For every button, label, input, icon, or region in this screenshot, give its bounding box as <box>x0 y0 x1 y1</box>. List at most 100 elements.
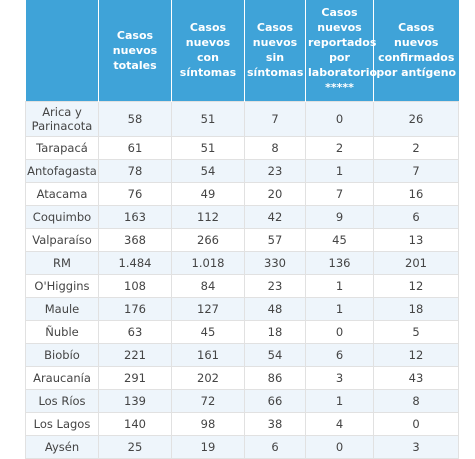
value-cell: 0 <box>305 100 374 137</box>
region-cell: Los Lagos <box>25 411 99 436</box>
region-cell: Ñuble <box>25 319 99 344</box>
value-cell: 1.018 <box>171 250 245 275</box>
value-cell: 12 <box>373 342 459 367</box>
header-lab-reported: Casos nuevos reportados por laboratorio … <box>305 0 377 101</box>
value-cell: 18 <box>244 319 306 344</box>
value-cell: 0 <box>305 434 374 459</box>
header-region <box>25 0 99 101</box>
value-cell: 54 <box>244 342 306 367</box>
table-row: Valparaíso 368 266 57 45 13 <box>25 227 459 252</box>
table-row: Ñuble 63 45 18 0 5 <box>25 319 459 344</box>
region-cell: Los Ríos <box>25 388 99 413</box>
region-cell: Valparaíso <box>25 227 99 252</box>
value-cell: 6 <box>373 204 459 229</box>
value-cell: 221 <box>98 342 172 367</box>
region-cell: Atacama <box>25 181 99 206</box>
value-cell: 51 <box>171 100 245 137</box>
region-cell: Maule <box>25 296 99 321</box>
value-cell: 1.484 <box>98 250 172 275</box>
value-cell: 13 <box>373 227 459 252</box>
value-cell: 368 <box>98 227 172 252</box>
value-cell: 163 <box>98 204 172 229</box>
header-symptomatic: Casos nuevos con síntomas <box>171 0 245 101</box>
value-cell: 20 <box>244 181 306 206</box>
value-cell: 19 <box>171 434 245 459</box>
value-cell: 0 <box>305 319 374 344</box>
value-cell: 12 <box>373 273 459 298</box>
region-cell: O'Higgins <box>25 273 99 298</box>
region-cell: Coquimbo <box>25 204 99 229</box>
value-cell: 23 <box>244 158 306 183</box>
value-cell: 45 <box>171 319 245 344</box>
region-cell: Araucanía <box>25 365 99 390</box>
value-cell: 18 <box>373 296 459 321</box>
value-cell: 86 <box>244 365 306 390</box>
region-cell: Biobío <box>25 342 99 367</box>
value-cell: 139 <box>98 388 172 413</box>
value-cell: 108 <box>98 273 172 298</box>
table-row: Los Ríos 139 72 66 1 8 <box>25 388 459 413</box>
value-cell: 140 <box>98 411 172 436</box>
table-row: O'Higgins 108 84 23 1 12 <box>25 273 459 298</box>
header-asymptomatic: Casos nuevos sin síntomas <box>244 0 306 101</box>
value-cell: 6 <box>244 434 306 459</box>
value-cell: 266 <box>171 227 245 252</box>
cases-table: Casos nuevos totales Casos nuevos con sí… <box>25 0 459 459</box>
value-cell: 66 <box>244 388 306 413</box>
value-cell: 57 <box>244 227 306 252</box>
table-row: Arica y Parinacota 58 51 7 0 26 <box>25 100 459 137</box>
table-row: Maule 176 127 48 1 18 <box>25 296 459 321</box>
value-cell: 72 <box>171 388 245 413</box>
table-row: RM 1.484 1.018 330 136 201 <box>25 250 459 275</box>
value-cell: 161 <box>171 342 245 367</box>
value-cell: 8 <box>373 388 459 413</box>
value-cell: 84 <box>171 273 245 298</box>
value-cell: 1 <box>305 273 374 298</box>
value-cell: 7 <box>305 181 374 206</box>
header-row: Casos nuevos totales Casos nuevos con sí… <box>25 0 459 101</box>
value-cell: 112 <box>171 204 245 229</box>
value-cell: 202 <box>171 365 245 390</box>
value-cell: 9 <box>305 204 374 229</box>
value-cell: 6 <box>305 342 374 367</box>
value-cell: 25 <box>98 434 172 459</box>
value-cell: 51 <box>171 135 245 160</box>
value-cell: 5 <box>373 319 459 344</box>
value-cell: 63 <box>98 319 172 344</box>
value-cell: 78 <box>98 158 172 183</box>
table-row: Los Lagos 140 98 38 4 0 <box>25 411 459 436</box>
value-cell: 26 <box>373 100 459 137</box>
value-cell: 76 <box>98 181 172 206</box>
table-row: Coquimbo 163 112 42 9 6 <box>25 204 459 229</box>
value-cell: 61 <box>98 135 172 160</box>
value-cell: 98 <box>171 411 245 436</box>
value-cell: 2 <box>305 135 374 160</box>
header-antigen: Casos nuevos confirmados por antígeno <box>373 0 459 101</box>
value-cell: 54 <box>171 158 245 183</box>
value-cell: 45 <box>305 227 374 252</box>
value-cell: 48 <box>244 296 306 321</box>
region-cell: Aysén <box>25 434 99 459</box>
table-row: Tarapacá 61 51 8 2 2 <box>25 135 459 160</box>
table-row: Aysén 25 19 6 0 3 <box>25 434 459 459</box>
value-cell: 1 <box>305 388 374 413</box>
value-cell: 4 <box>305 411 374 436</box>
value-cell: 291 <box>98 365 172 390</box>
value-cell: 8 <box>244 135 306 160</box>
value-cell: 201 <box>373 250 459 275</box>
header-total: Casos nuevos totales <box>98 0 172 101</box>
region-cell: Antofagasta <box>25 158 99 183</box>
region-cell: Arica y Parinacota <box>25 100 99 137</box>
value-cell: 42 <box>244 204 306 229</box>
value-cell: 1 <box>305 158 374 183</box>
value-cell: 38 <box>244 411 306 436</box>
value-cell: 43 <box>373 365 459 390</box>
region-cell: RM <box>25 250 99 275</box>
value-cell: 136 <box>305 250 374 275</box>
table-row: Araucanía 291 202 86 3 43 <box>25 365 459 390</box>
value-cell: 23 <box>244 273 306 298</box>
table-row: Atacama 76 49 20 7 16 <box>25 181 459 206</box>
value-cell: 0 <box>373 411 459 436</box>
table-row: Biobío 221 161 54 6 12 <box>25 342 459 367</box>
value-cell: 127 <box>171 296 245 321</box>
